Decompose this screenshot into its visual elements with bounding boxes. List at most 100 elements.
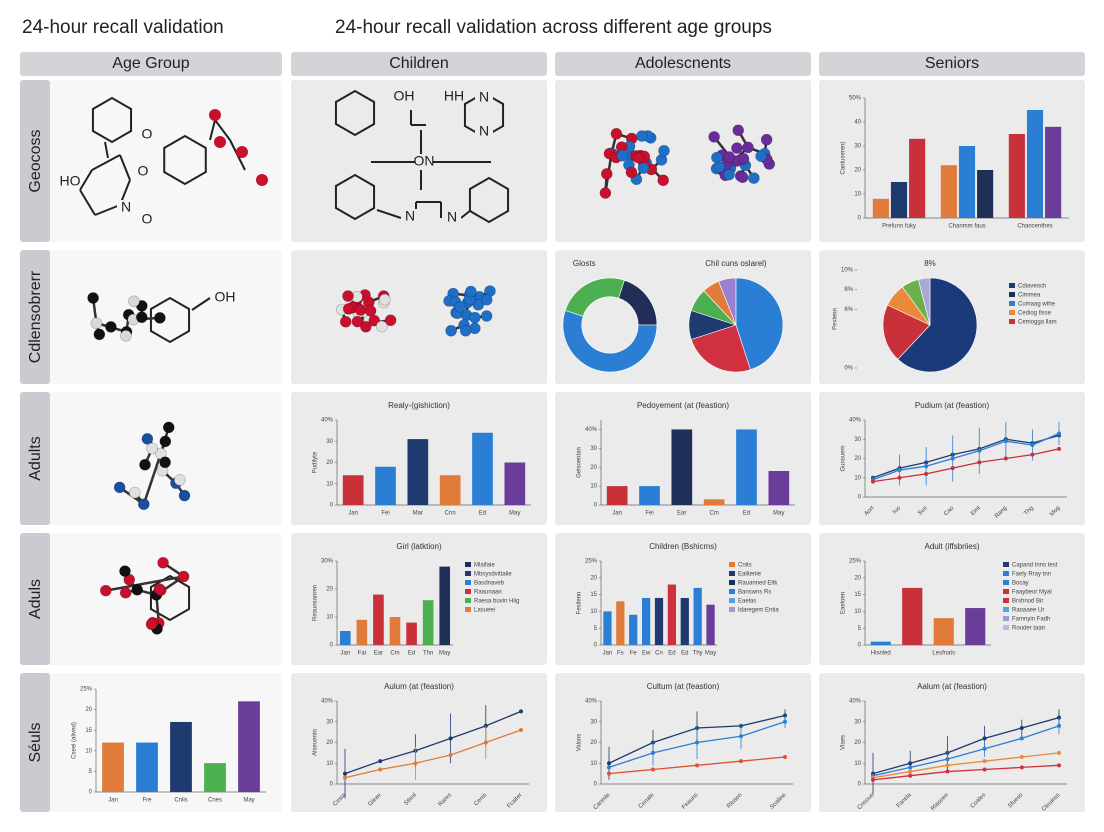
bar [641,597,651,645]
chart-title: Realy-(gishiction) [388,401,450,410]
bond [105,575,184,592]
atom [723,151,736,163]
legend-label: Famnyin Fadh [1012,617,1050,623]
atom-label-bg [445,89,463,105]
line [872,448,1060,483]
bar [654,597,664,645]
bar [407,439,429,505]
atom [342,303,355,315]
point [378,759,383,764]
legend-swatch [1009,301,1015,306]
point [1057,431,1061,436]
y-tick-label: 40% [321,699,334,705]
line [344,729,522,779]
atom [760,133,773,146]
atom [157,556,169,569]
atom [469,311,481,324]
point [343,775,347,780]
bond [142,453,162,505]
legend-label: Cediog tlsse [1018,311,1052,317]
point [950,466,955,471]
x-tick-label: Chanmm faus [948,224,985,230]
bar [977,170,994,218]
legend-label: Cimmea [1018,293,1041,299]
point [783,719,787,724]
legend-swatch [465,571,471,576]
y-tick-label: 10% [841,268,854,274]
y-tick-label: 8% [844,287,853,293]
line [872,752,1060,779]
legend-swatch [1009,283,1015,288]
bar [902,587,923,645]
y-axis-label: Gunsuem [841,445,847,471]
legend-label: Lasueei [474,608,495,614]
bar [375,466,396,505]
y-tick-label: 0 [858,782,862,788]
atom-label: OH [215,289,236,305]
legend-swatch [729,607,735,612]
y-axis-label: Gelsoentan [577,447,583,478]
bond [79,189,96,216]
bar [204,763,226,792]
line [872,716,1060,775]
atom-label: N [479,123,489,139]
point [695,763,699,768]
atom [342,290,354,302]
bar [890,182,908,218]
point [448,752,453,757]
x-tick-label: Jan [348,511,358,517]
point [483,740,488,745]
point [1057,750,1061,755]
y-tick-label: 20 [854,168,861,174]
point [1057,446,1061,451]
atom [657,174,669,187]
x-tick-label: Hisnled [871,651,891,657]
bar [629,614,638,645]
legend-swatch [465,562,471,567]
point [1019,725,1024,730]
atom [119,565,131,577]
y-tick-label: 20 [326,460,333,466]
legend-label: Cemogga llam [1018,320,1057,326]
point [982,759,987,764]
x-tick-label: Fs [617,651,624,657]
bar [170,721,192,792]
bond [104,141,109,159]
chart-title: Cultum (at (feastion) [647,682,720,691]
chart-title: Chil cuns oslarel) [705,259,767,268]
legend-label: Raesa buvin Hiig [474,599,519,605]
y-tick-label: 20 [590,740,597,746]
pie-slice [690,324,751,373]
column-header-label: Seniors [925,55,979,72]
atom [178,489,191,502]
y-tick-label: 20 [326,587,333,593]
y-tick-label: 6% [844,307,853,313]
point [1057,723,1061,728]
point [739,734,743,739]
atom-label-bg [401,209,419,225]
pie-slice [562,310,658,373]
ring [163,134,207,186]
atom [105,321,117,333]
x-tick-label: Chancenthes [1017,224,1052,230]
y-tick-label: 10 [326,761,333,767]
atom [141,433,154,445]
atom [139,458,151,471]
atom [174,474,186,486]
cell [291,673,547,812]
y-tick-label: 30 [854,144,861,150]
y-tick-label: 30 [590,446,597,452]
bar [958,146,976,218]
x-tick-label: Ed [681,651,688,657]
bar [422,600,434,645]
chart-title: Girl (latktion) [396,542,442,551]
y-tick-label: 25% [80,687,93,693]
atom [135,311,148,324]
point [695,740,699,745]
atom [153,583,166,595]
atom-label-bg [61,174,79,190]
y-tick-label: 0 [330,643,334,649]
legend-swatch [1009,319,1015,324]
bar [472,432,493,505]
y-tick-label: 0% [844,366,853,372]
